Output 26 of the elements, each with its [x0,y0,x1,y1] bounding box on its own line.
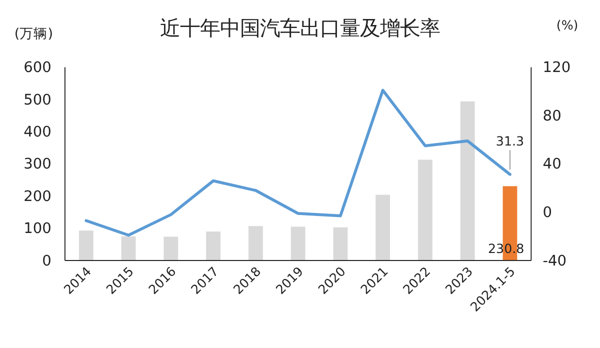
data-label: 31.3 [496,133,524,148]
bar [164,236,178,261]
chart-title: 近十年中国汽车出口量及增长率 [160,16,440,40]
y-tick-label: 200 [24,188,52,205]
y2-tick-label: 120 [542,59,571,76]
y2-tick-label: 40 [542,156,562,173]
y-axis-title: (万辆) [14,26,54,42]
bar [460,101,475,261]
bar [376,194,390,261]
y2-axis-title: (%) [556,17,578,32]
y-tick-label: 300 [24,156,52,173]
bar [121,236,136,261]
y-tick-label: 600 [24,59,52,76]
bar [290,226,306,261]
bar [418,160,432,261]
bar [333,227,348,261]
bar [206,232,220,261]
y-tick-label: 400 [24,124,52,141]
bar [78,230,94,261]
y2-tick-label: 0 [542,204,552,222]
y2-tick-label: -40 [542,252,567,270]
y-tick-label: 500 [24,91,52,108]
bar [248,226,263,261]
y2-tick-label: 80 [542,107,562,124]
y-tick-label: 100 [24,220,52,238]
y-tick-label: 0 [42,252,52,270]
